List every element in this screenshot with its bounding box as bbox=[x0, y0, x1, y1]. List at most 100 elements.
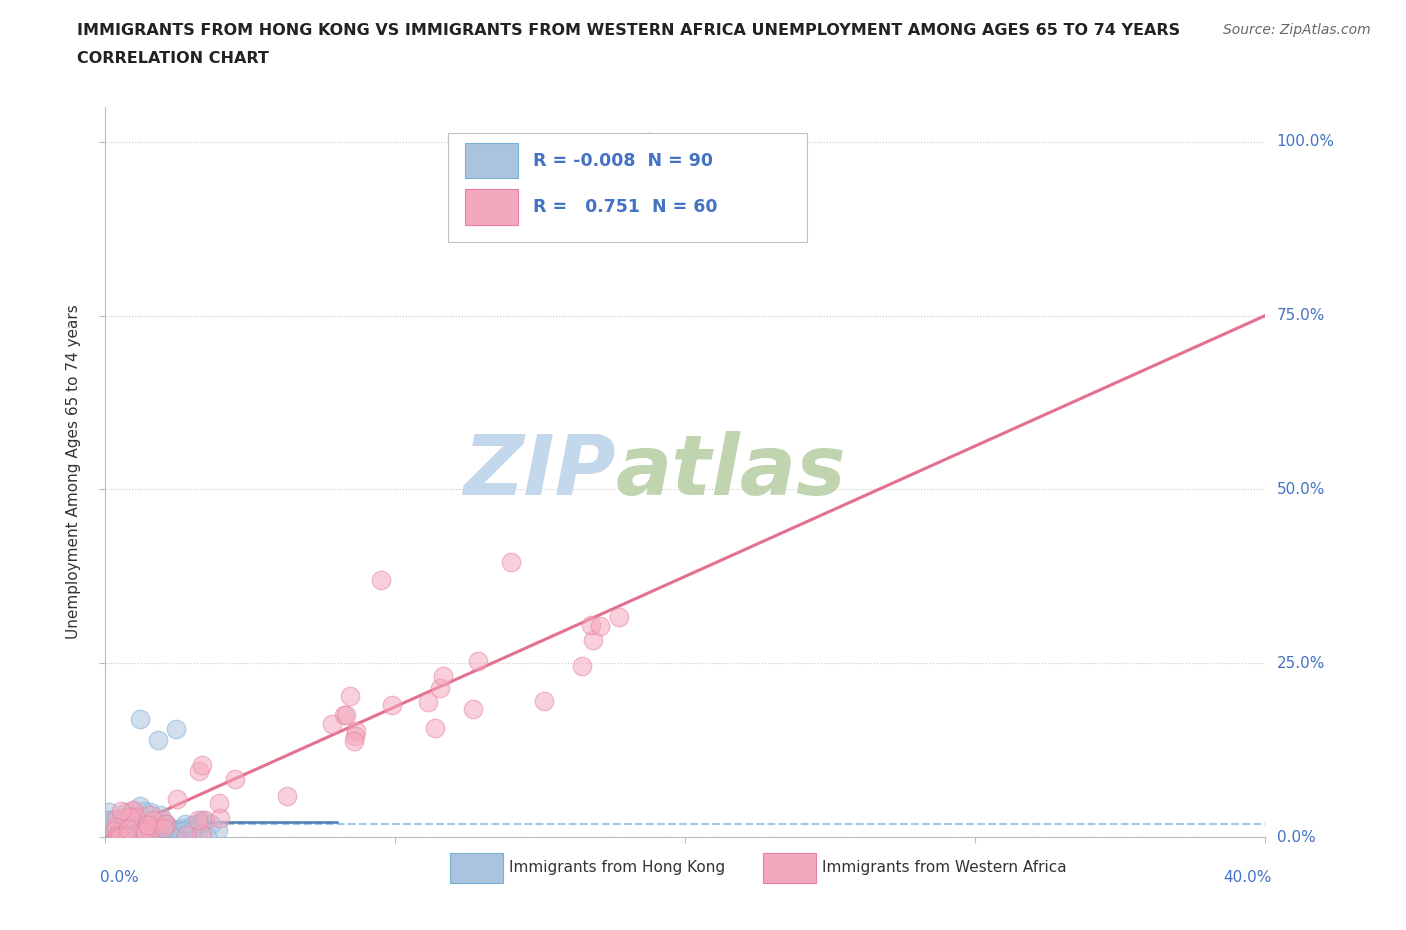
Point bbox=[103, 820, 125, 835]
Point bbox=[179, 821, 201, 836]
FancyBboxPatch shape bbox=[465, 190, 519, 225]
Point bbox=[152, 828, 174, 843]
Point bbox=[101, 820, 124, 835]
Text: atlas: atlas bbox=[616, 432, 846, 512]
Point bbox=[122, 827, 145, 842]
Point bbox=[138, 817, 160, 831]
Point bbox=[276, 789, 298, 804]
Point bbox=[111, 818, 134, 833]
Point bbox=[582, 632, 605, 647]
Point bbox=[181, 827, 204, 842]
Point bbox=[463, 701, 485, 716]
Point bbox=[134, 825, 156, 840]
Point bbox=[429, 681, 451, 696]
Point bbox=[188, 816, 211, 830]
Point bbox=[138, 817, 160, 832]
Point bbox=[160, 820, 183, 835]
Point bbox=[174, 817, 197, 831]
Point bbox=[122, 825, 145, 840]
Point bbox=[125, 825, 148, 840]
Point bbox=[146, 828, 169, 843]
Point bbox=[195, 830, 218, 844]
Text: 50.0%: 50.0% bbox=[1277, 482, 1324, 497]
Point bbox=[143, 824, 166, 839]
Point bbox=[159, 829, 181, 844]
Point bbox=[418, 695, 440, 710]
Point bbox=[134, 821, 156, 836]
Point bbox=[121, 814, 143, 829]
Point bbox=[101, 830, 124, 844]
Point bbox=[118, 828, 141, 843]
Point bbox=[115, 822, 138, 837]
Point bbox=[333, 708, 356, 723]
Point bbox=[112, 828, 135, 843]
Point bbox=[117, 822, 139, 837]
Point bbox=[146, 732, 169, 747]
Text: Immigrants from Hong Kong: Immigrants from Hong Kong bbox=[509, 860, 725, 875]
Point bbox=[432, 669, 454, 684]
Point bbox=[124, 824, 146, 839]
Point bbox=[101, 817, 124, 832]
Point bbox=[117, 822, 139, 837]
Point bbox=[607, 609, 630, 624]
Point bbox=[107, 828, 129, 843]
Point bbox=[155, 817, 177, 831]
Point bbox=[208, 810, 231, 825]
Point bbox=[165, 722, 187, 737]
Point bbox=[166, 828, 188, 843]
Point bbox=[114, 829, 136, 844]
Point bbox=[112, 816, 135, 830]
Point bbox=[152, 816, 174, 830]
Point bbox=[122, 827, 145, 842]
Point bbox=[100, 813, 122, 828]
Point bbox=[115, 830, 138, 844]
Point bbox=[139, 804, 162, 819]
Point bbox=[122, 817, 145, 832]
Point bbox=[118, 819, 141, 834]
Point bbox=[115, 812, 138, 827]
Point bbox=[181, 817, 204, 832]
FancyBboxPatch shape bbox=[447, 132, 807, 242]
Text: 75.0%: 75.0% bbox=[1277, 308, 1324, 323]
Point bbox=[194, 813, 217, 828]
Point bbox=[103, 824, 125, 839]
FancyBboxPatch shape bbox=[465, 142, 519, 179]
Point bbox=[110, 804, 132, 818]
Point bbox=[104, 812, 127, 827]
Point bbox=[124, 818, 146, 833]
Point bbox=[321, 717, 343, 732]
Point bbox=[187, 813, 209, 828]
Point bbox=[114, 804, 136, 819]
Point bbox=[121, 828, 143, 843]
Point bbox=[183, 823, 205, 838]
Point bbox=[110, 820, 132, 835]
Point bbox=[224, 772, 246, 787]
Point bbox=[180, 818, 202, 833]
Point bbox=[132, 828, 155, 843]
Point bbox=[129, 711, 152, 726]
Point bbox=[142, 822, 165, 837]
Point bbox=[121, 811, 143, 826]
Point bbox=[141, 830, 163, 844]
Point bbox=[105, 827, 128, 842]
Point bbox=[166, 791, 188, 806]
Point bbox=[98, 804, 121, 819]
Point bbox=[423, 720, 446, 735]
Point bbox=[152, 812, 174, 827]
Point bbox=[121, 817, 143, 832]
Point bbox=[108, 824, 131, 839]
Point bbox=[132, 822, 155, 837]
Text: CORRELATION CHART: CORRELATION CHART bbox=[77, 51, 269, 66]
Point bbox=[143, 823, 166, 838]
Point bbox=[381, 698, 404, 712]
Point bbox=[97, 813, 120, 828]
Point bbox=[579, 618, 602, 632]
FancyBboxPatch shape bbox=[763, 853, 817, 883]
Point bbox=[118, 810, 141, 825]
Point bbox=[208, 796, 231, 811]
Point bbox=[120, 821, 142, 836]
Text: 40.0%: 40.0% bbox=[1223, 870, 1271, 884]
Point bbox=[131, 823, 153, 838]
Point bbox=[190, 827, 212, 842]
Point bbox=[125, 817, 148, 832]
